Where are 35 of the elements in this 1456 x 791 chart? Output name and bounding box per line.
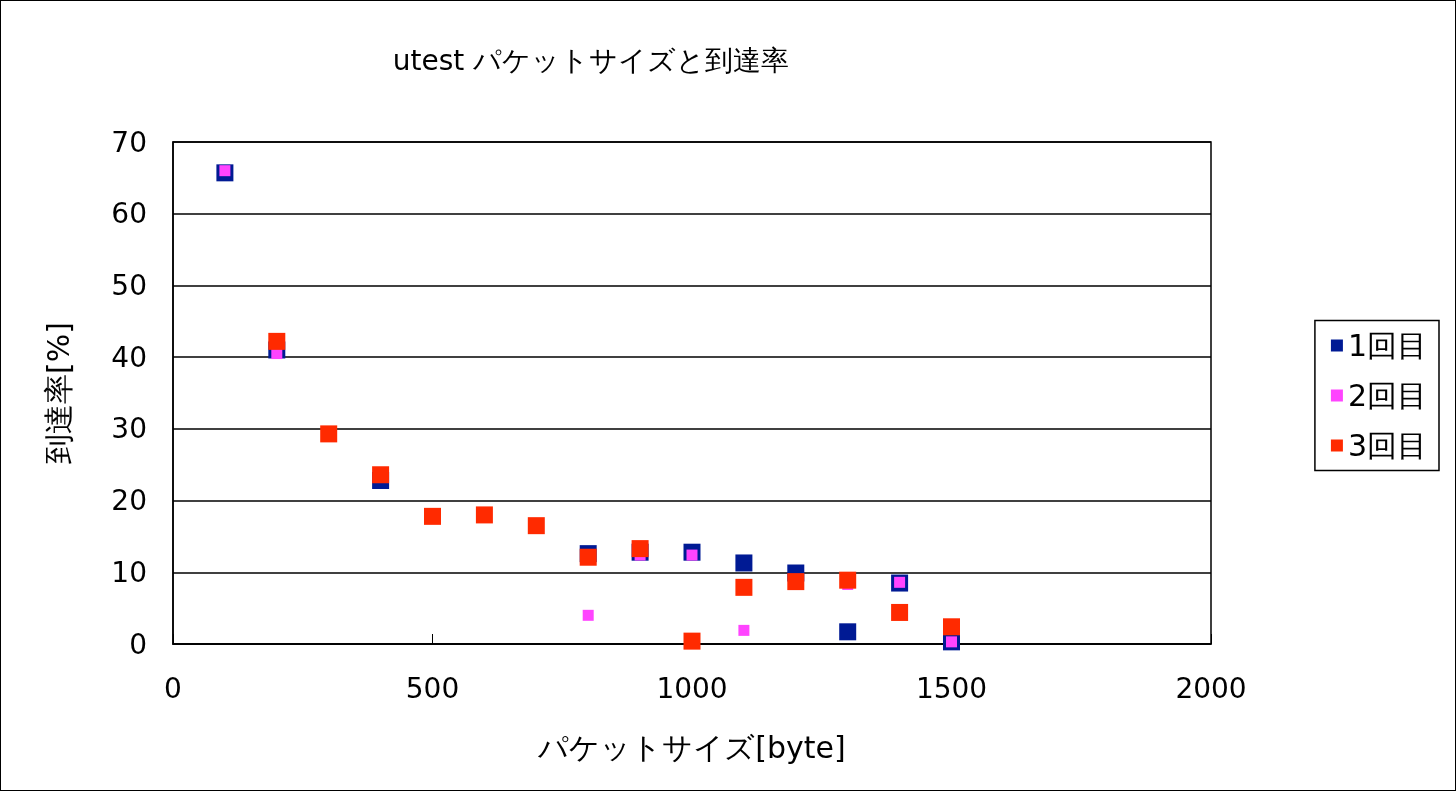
y-tick-label: 0: [129, 627, 147, 661]
legend-label: 2回目: [1347, 378, 1428, 413]
y-tick-label: 60: [111, 197, 147, 231]
point: [424, 507, 441, 525]
point: [268, 332, 286, 350]
y-tick-label: 20: [111, 484, 147, 518]
chart-title: utest パケットサイズと到達率: [392, 43, 790, 77]
point: [372, 466, 390, 484]
point: [839, 623, 857, 641]
y-tick-label: 50: [111, 268, 147, 302]
point: [891, 603, 909, 621]
point: [735, 554, 753, 572]
x-tick-label: 1000: [656, 671, 728, 705]
point: [320, 425, 338, 443]
point: [475, 506, 493, 524]
point: [735, 578, 753, 596]
legend-label: 1回目: [1347, 328, 1428, 363]
x-tick-label: 1500: [915, 671, 988, 705]
y-axis-title: 到達率[%]: [40, 322, 76, 464]
y-tick-label: 70: [111, 125, 147, 159]
point: [787, 573, 805, 591]
point: [943, 618, 960, 636]
point: [683, 632, 701, 650]
y-tick-label: 40: [111, 340, 147, 374]
point: [582, 609, 594, 621]
legend-label: 3回目: [1347, 428, 1428, 463]
y-tick-label: 10: [111, 555, 147, 589]
point: [527, 517, 545, 535]
x-axis-title: パケットサイズ[byte]: [537, 729, 846, 765]
y-tick-label: 30: [111, 412, 147, 446]
x-tick-label: 2000: [1175, 671, 1247, 705]
x-tick-label: 0: [164, 671, 182, 705]
x-tick-label: 500: [405, 671, 460, 705]
point: [738, 624, 750, 636]
point: [839, 571, 857, 589]
